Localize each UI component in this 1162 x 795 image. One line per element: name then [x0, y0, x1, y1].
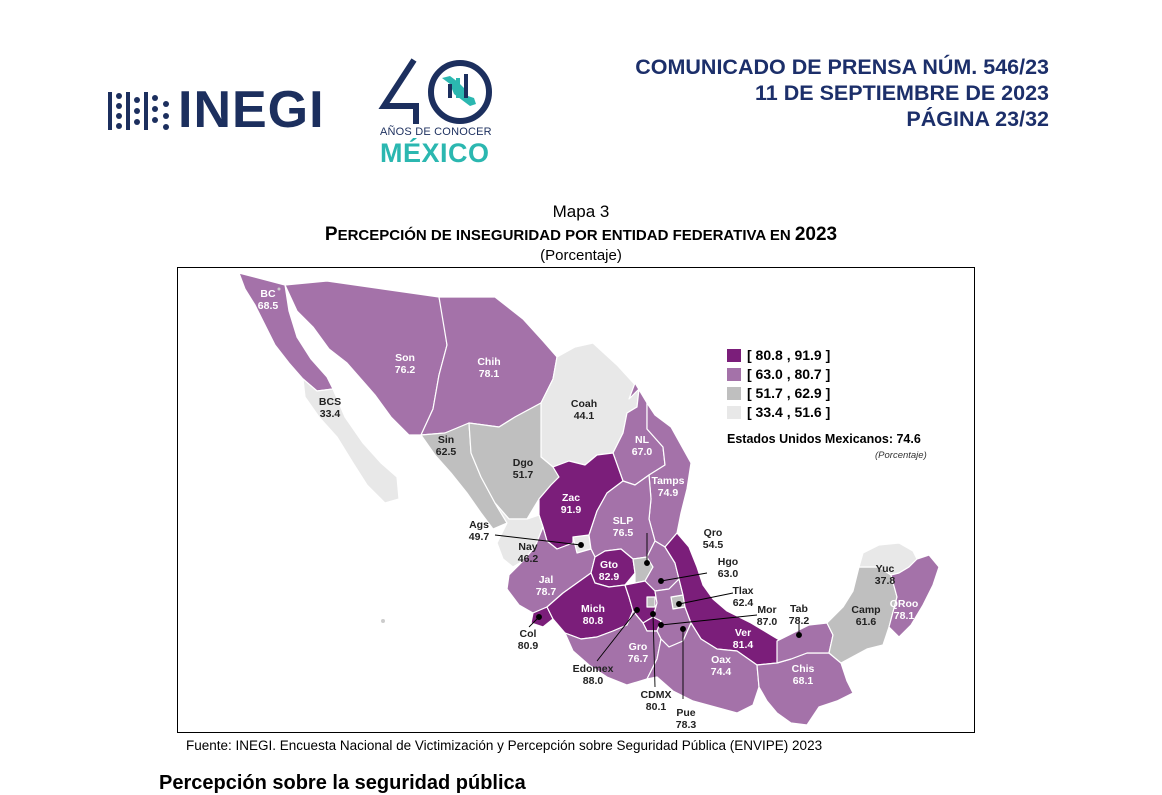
state-label: Col 80.9 [517, 628, 539, 652]
state-col [530, 606, 554, 628]
state-label: SLP 76.5 [612, 515, 634, 539]
state-label: Gto 82.9 [598, 559, 620, 583]
figure-title-body: ERCEPCIÓN DE INSEGURIDAD POR ENTIDAD FED… [337, 227, 795, 244]
state-label: Tlax 62.4 [732, 585, 754, 609]
inegi-wordmark: INEGI [178, 81, 325, 139]
state-label: Qro 54.5 [702, 527, 724, 551]
inegi-logo: INEGI [106, 81, 330, 139]
anniversary-40-icon [378, 58, 492, 124]
figure-label: Mapa 3 [552, 202, 610, 221]
legend-swatch [727, 349, 741, 362]
state-label: Edomex 88.0 [572, 663, 614, 687]
anniversary-country: MÉXICO [380, 138, 490, 168]
state-label: Gro 76.7 [627, 641, 649, 665]
state-label: BCS 33.4 [318, 396, 342, 420]
legend-item: [ 63.0 , 80.7 ] [727, 366, 927, 384]
state-label: QRoo 78.1 [889, 598, 919, 622]
state-label: Mich 80.8 [581, 603, 605, 627]
figure-source: Fuente: INEGI. Encuesta Nacional de Vict… [186, 738, 823, 753]
state-label: Ver 81.4 [732, 627, 754, 651]
legend-label: [ 33.4 , 51.6 ] [747, 404, 831, 420]
figure-title: PERCEPCIÓN DE INSEGURIDAD POR ENTIDAD FE… [0, 224, 1162, 246]
state-label: Son 76.2 [394, 352, 416, 376]
state-label: Camp 61.6 [851, 604, 881, 628]
state-label: Hgo 63.0 [717, 556, 739, 580]
legend-swatch [727, 406, 741, 419]
mexico-map [238, 272, 940, 726]
map-islands [277, 287, 385, 623]
inegi-dots-icon [108, 92, 169, 130]
state-label: Chih 78.1 [477, 356, 501, 380]
legend-item: [ 80.8 , 91.9 ] [727, 347, 927, 365]
state-gro [564, 610, 662, 686]
figure-unit: (Porcentaje) [540, 247, 622, 264]
state-label: Zac 91.9 [560, 492, 582, 516]
state-label: Oax 74.4 [710, 654, 732, 678]
state-label: Sin 62.5 [435, 434, 457, 458]
press-release-number: COMUNICADO DE PRENSA NÚM. 546/23 [635, 55, 1049, 79]
state-label: CDMX 80.1 [640, 689, 672, 713]
state-label: Jal 78.7 [535, 574, 557, 598]
legend-label: [ 51.7 , 62.9 ] [747, 385, 831, 401]
state-qroo [888, 554, 940, 638]
state-label: Dgo 51.7 [512, 457, 534, 481]
legend-item: [ 33.4 , 51.6 ] [727, 404, 927, 422]
legend-swatch [727, 368, 741, 381]
state-cdmx [646, 596, 656, 608]
figure-title-year: 2023 [794, 224, 838, 245]
state-oax [646, 622, 760, 714]
anniversary-logo: AÑOS DE CONOCER MÉXICO [378, 54, 498, 170]
state-label: Chis 68.1 [791, 663, 815, 687]
anniversary-subtitle: AÑOS DE CONOCER [380, 126, 492, 138]
national-unit: (Porcentaje) [875, 450, 927, 461]
state-label: Nay 46.2 [517, 541, 539, 565]
state-label: Tab 78.2 [788, 603, 810, 627]
state-bcs [302, 378, 400, 504]
press-release-header: COMUNICADO DE PRENSA NÚM. 546/23 11 DE S… [635, 54, 1049, 132]
legend-swatch [727, 387, 741, 400]
state-label: Ags 49.7 [468, 519, 490, 543]
national-value: Estados Unidos Mexicanos: 74.6 [727, 432, 921, 446]
state-label: NL 67.0 [631, 434, 653, 458]
map-leaders [494, 533, 802, 699]
press-release-date: 11 DE SEPTIEMBRE DE 2023 [755, 81, 1049, 105]
figure-title-initial: P [324, 224, 338, 245]
state-label: Yuc 37.8 [874, 563, 896, 587]
legend-label: [ 63.0 , 80.7 ] [747, 366, 831, 382]
map-frame [177, 267, 975, 733]
state-label: Tamps 74.9 [651, 475, 685, 499]
state-label: Mor 87.0 [756, 604, 778, 628]
press-release-page: PÁGINA 23/32 [906, 107, 1049, 131]
legend-label: [ 80.8 , 91.9 ] [747, 347, 831, 363]
legend-item: [ 51.7 , 62.9 ] [727, 385, 927, 403]
state-label: Coah 44.1 [570, 398, 598, 422]
state-label: BC 68.5 [257, 288, 279, 312]
state-label: Pue 78.3 [675, 707, 697, 731]
